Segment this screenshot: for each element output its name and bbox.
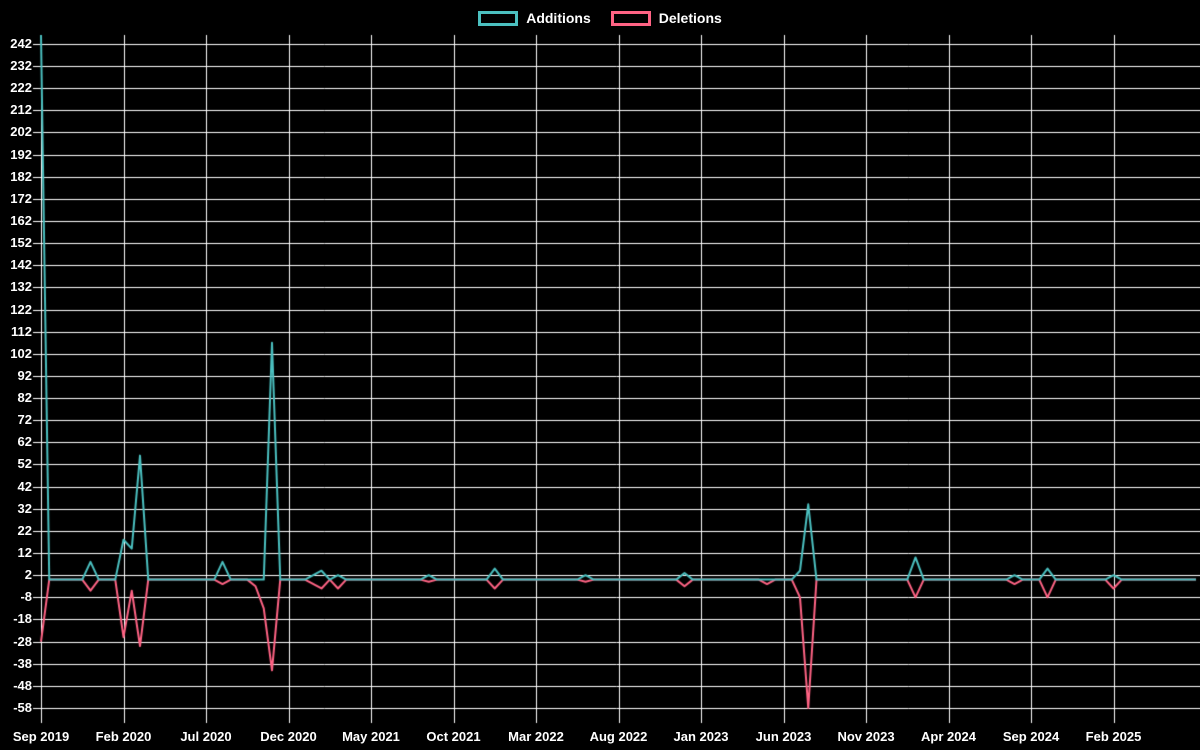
x-tick-label: Sep 2024 [1002,729,1060,744]
x-tick-label: Feb 2020 [95,729,152,744]
y-tick-label: 32 [17,500,32,516]
chart-legend: Additions Deletions [0,7,1200,29]
legend-label-additions: Additions [526,9,591,26]
y-tick-label: 82 [17,390,32,406]
deletions-swatch-icon [610,10,651,26]
y-tick-label: 42 [17,478,32,494]
y-tick-label: 22 [17,522,32,538]
x-tick-label: May 2021 [342,729,400,744]
y-tick-label: 2 [24,567,32,583]
y-tick-label: 122 [10,301,32,317]
x-tick-label: Apr 2024 [921,729,976,744]
y-tick-label: -38 [13,655,32,671]
x-tick-label: Aug 2022 [589,729,648,744]
y-tick-label: 92 [17,367,32,383]
y-tick-label: -48 [13,677,32,693]
y-tick-label: -18 [13,611,32,627]
x-tick-label: Dec 2020 [260,729,317,744]
y-tick-label: 142 [10,257,32,273]
x-tick-label: Nov 2023 [837,729,895,744]
x-tick-label: Jun 2023 [755,729,812,744]
x-tick-label: Sep 2019 [12,729,70,744]
x-tick-label: Jan 2023 [673,729,729,744]
legend-label-deletions: Deletions [658,9,722,26]
y-tick-label: 192 [10,146,32,162]
y-tick-label: -8 [20,589,32,605]
y-tick-label: 62 [17,434,32,450]
legend-item-deletions[interactable]: Deletions [610,9,722,26]
x-tick-label: Feb 2025 [1085,729,1142,744]
y-tick-label: 182 [10,168,32,184]
x-tick-label: Oct 2021 [426,729,481,744]
y-tick-label: 222 [10,80,32,96]
y-tick-label: 12 [17,545,32,561]
y-tick-label: 152 [10,235,32,251]
y-tick-label: 242 [10,35,32,51]
y-tick-label: -58 [13,700,32,715]
y-tick-label: 52 [17,456,32,472]
y-tick-label: 72 [17,412,32,428]
y-tick-label: -28 [13,633,32,649]
y-tick-label: 202 [10,124,32,140]
x-tick-label: Mar 2022 [508,729,564,744]
additions-swatch-icon [478,10,519,26]
legend-item-additions[interactable]: Additions [478,9,591,26]
y-tick-label: 132 [10,279,32,295]
y-tick-label: 212 [10,102,32,118]
y-tick-label: 112 [11,323,32,339]
y-tick-label: 172 [10,190,32,206]
y-tick-label: 102 [10,345,32,361]
y-tick-label: 232 [10,57,32,73]
y-tick-label: 162 [10,212,32,228]
x-tick-label: Jul 2020 [180,729,232,744]
